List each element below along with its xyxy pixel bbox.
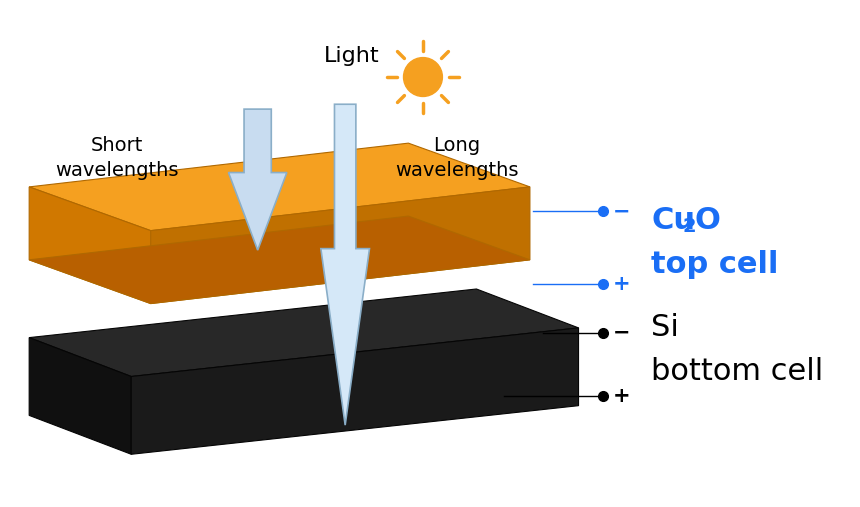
Text: top cell: top cell (652, 250, 779, 279)
Text: 2: 2 (683, 218, 697, 236)
Polygon shape (29, 216, 530, 304)
Text: Short
wavelengths: Short wavelengths (55, 136, 178, 179)
Text: −: − (612, 323, 630, 343)
Text: Light: Light (323, 46, 379, 65)
Polygon shape (29, 338, 132, 454)
Text: Si: Si (652, 313, 679, 342)
Text: +: + (612, 274, 630, 294)
Polygon shape (29, 289, 579, 377)
Polygon shape (29, 187, 150, 304)
Text: Long
wavelengths: Long wavelengths (396, 136, 519, 179)
Circle shape (403, 58, 442, 96)
Text: +: + (612, 386, 630, 406)
Polygon shape (29, 143, 530, 231)
Polygon shape (321, 104, 370, 425)
Text: bottom cell: bottom cell (652, 357, 824, 386)
Polygon shape (150, 187, 530, 304)
Text: −: − (612, 201, 630, 221)
Polygon shape (229, 109, 287, 250)
Polygon shape (132, 328, 579, 454)
Text: O: O (694, 206, 720, 235)
Text: Cu: Cu (652, 206, 696, 235)
